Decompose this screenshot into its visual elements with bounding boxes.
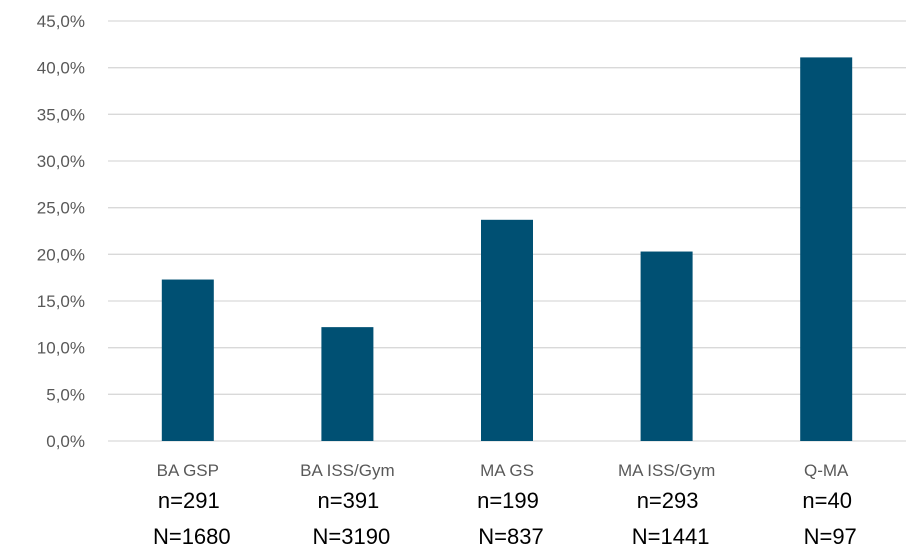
x-tick-label: Q-MA: [804, 461, 849, 480]
sample-n-label: n=391: [318, 488, 380, 513]
x-axis-ticks: BA GSP BA ISS/Gym MA GS MA ISS/Gym Q-MA: [157, 461, 849, 480]
bar: [640, 251, 693, 441]
population-N-label: N=3190: [313, 524, 391, 549]
y-tick-label: 45,0%: [37, 12, 85, 31]
sample-size-labels: n=291 N=1680 n=391 N=3190 n=199 N=837 n=293 N=1…: [153, 488, 857, 549]
y-tick-label: 20,0%: [37, 245, 85, 264]
y-tick-label: 30,0%: [37, 152, 85, 171]
population-N-label: N=837: [478, 524, 543, 549]
y-tick-label: 40,0%: [37, 59, 85, 78]
bar: [161, 279, 214, 441]
sample-n-label: n=293: [637, 488, 699, 513]
sample-n-label: n=40: [802, 488, 852, 513]
y-tick-label: 35,0%: [37, 105, 85, 124]
y-tick-label: 5,0%: [46, 385, 85, 404]
bars: [161, 57, 853, 442]
y-tick-label: 10,0%: [37, 339, 85, 358]
y-axis-ticks: 0,0% 5,0% 10,0% 15,0% 20,0% 25,0% 30,0% 35,0% 40…: [37, 12, 85, 451]
x-tick-label: BA ISS/Gym: [300, 461, 394, 480]
sample-n-label: n=199: [477, 488, 539, 513]
x-tick-label: MA GS: [480, 461, 534, 480]
sample-n-label: n=291: [158, 488, 220, 513]
y-tick-label: 15,0%: [37, 292, 85, 311]
population-N-label: N=97: [804, 524, 857, 549]
bar: [800, 57, 853, 442]
population-N-label: N=1441: [632, 524, 710, 549]
y-tick-label: 25,0%: [37, 199, 85, 218]
y-tick-label: 0,0%: [46, 432, 85, 451]
population-N-label: N=1680: [153, 524, 231, 549]
bar: [481, 219, 533, 441]
x-tick-label: BA GSP: [157, 461, 219, 480]
bar: [321, 327, 374, 441]
x-tick-label: MA ISS/Gym: [618, 461, 715, 480]
